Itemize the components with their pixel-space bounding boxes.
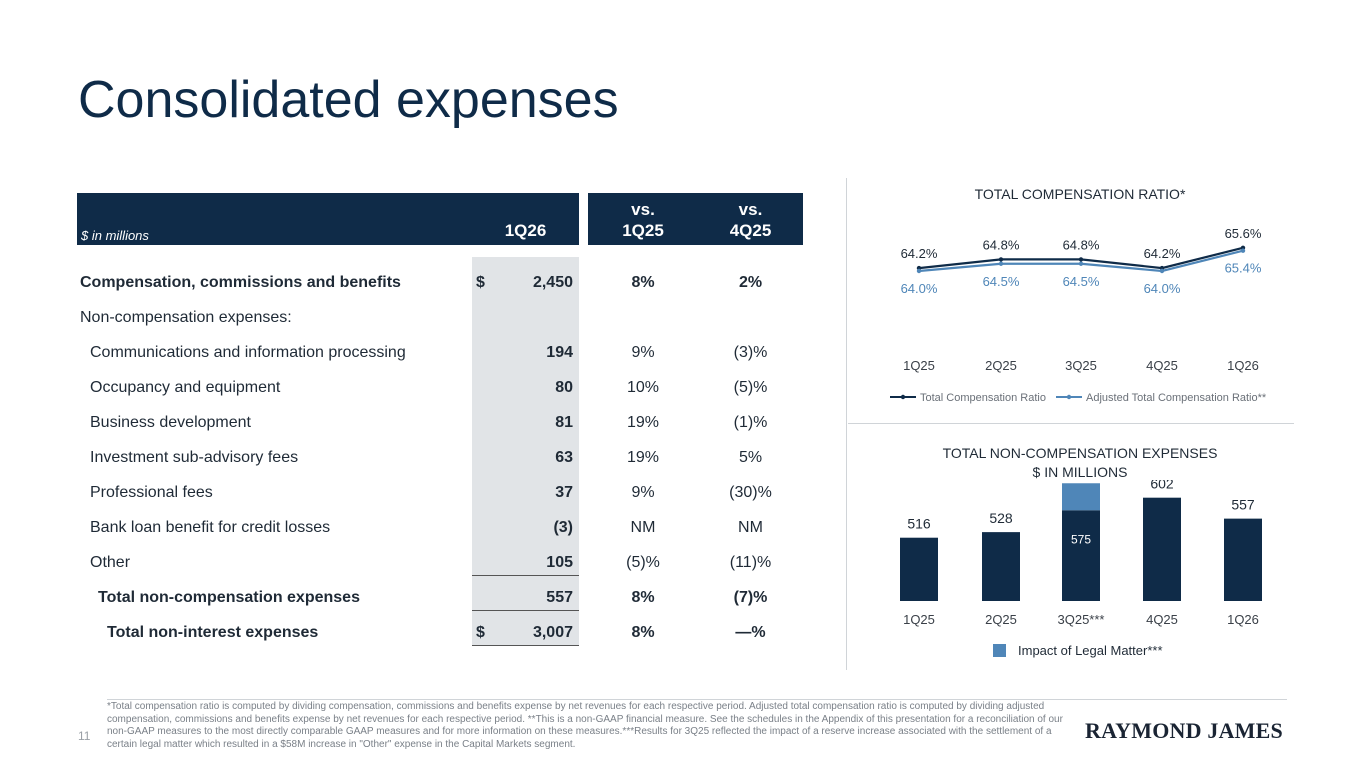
x-tick-label: 1Q26 xyxy=(1227,358,1259,373)
table-row: Occupancy and equipment 80 10% (5)% xyxy=(90,379,768,396)
page-title: Consolidated expenses xyxy=(78,71,619,129)
data-label: 64.2% xyxy=(901,246,938,261)
bar-value-label: 557 xyxy=(1231,497,1255,513)
table-row: Business development 81 19% (1)% xyxy=(90,414,768,431)
subtotal-rule xyxy=(472,610,579,611)
bar-base xyxy=(1062,510,1100,601)
x-tick-label: 3Q25 xyxy=(1065,358,1097,373)
total-rule xyxy=(472,645,579,646)
data-label: 64.8% xyxy=(983,237,1020,252)
bar-base xyxy=(1224,518,1262,601)
data-label: 64.5% xyxy=(983,274,1020,289)
data-label: 65.4% xyxy=(1225,261,1262,276)
legend-label: Adjusted Total Compensation Ratio** xyxy=(1086,392,1267,404)
x-tick-label: 1Q25 xyxy=(903,612,935,627)
data-label: 65.6% xyxy=(1225,226,1262,241)
raymond-james-logo: RAYMOND JAMES xyxy=(1085,718,1283,743)
data-label: 64.5% xyxy=(1063,274,1100,289)
legend-label: Impact of Legal Matter*** xyxy=(1018,643,1163,658)
data-point xyxy=(1240,248,1246,253)
bar-value-label: 602 xyxy=(1150,480,1174,492)
comp-ratio-chart: 64.2% 64.8% 64.8% 64.2% 65.6% 64.0% 64.5% 64.5%… xyxy=(890,226,1267,404)
data-point xyxy=(1078,257,1084,262)
table-row: Professional fees 37 9% (30)% xyxy=(90,484,772,501)
data-point xyxy=(916,268,922,274)
bar-base xyxy=(900,537,938,601)
bar-impact xyxy=(1062,483,1100,511)
x-tick-label: 4Q25 xyxy=(1146,612,1178,627)
table-row: Non-compensation expenses: xyxy=(80,309,292,326)
column-header-vs-1q25: vs. 1Q25 xyxy=(622,200,664,240)
bar-base xyxy=(1143,497,1181,601)
column-header-vs-4q25: vs. 4Q25 xyxy=(729,200,772,240)
legend-marker xyxy=(900,394,906,400)
table-row: Communications and information processin… xyxy=(90,344,768,361)
data-point xyxy=(998,261,1004,266)
data-point xyxy=(998,257,1004,262)
x-tick-label: 4Q25 xyxy=(1146,358,1178,373)
data-point xyxy=(1159,268,1165,274)
data-label: 64.0% xyxy=(1144,281,1181,296)
x-tick-label: 3Q25*** xyxy=(1058,612,1105,627)
vertical-divider xyxy=(846,178,847,670)
table-header: $ in millions 1Q26 vs. 1Q25 vs. 4Q25 xyxy=(77,193,803,245)
x-tick-label: 1Q26 xyxy=(1227,612,1259,627)
table-row: Total non-interest expenses $ 3,007 8% —… xyxy=(107,624,766,641)
comp-ratio-chart-title: TOTAL COMPENSATION RATIO* xyxy=(974,186,1186,202)
data-label: 64.2% xyxy=(1144,246,1181,261)
x-tick-label: 2Q25 xyxy=(985,358,1017,373)
noncomp-chart-title: TOTAL NON-COMPENSATION EXPENSES $ IN MIL… xyxy=(942,445,1218,480)
subtotal-rule xyxy=(472,575,579,576)
page-number: 11 xyxy=(78,729,91,743)
expenses-table: $ in millions 1Q26 vs. 1Q25 vs. 4Q25 Compe… xyxy=(77,193,803,646)
footer-divider xyxy=(107,699,1287,700)
footnote: *Total compensation ratio is computed by… xyxy=(107,701,1063,750)
column-header-1q26: 1Q26 xyxy=(504,221,547,240)
bar-base xyxy=(982,532,1020,601)
noncomp-chart: 5161Q255282Q255756333Q25***6024Q255571Q2… xyxy=(900,480,1262,658)
table-row: Investment sub-advisory fees 63 19% 5% xyxy=(90,449,763,466)
legend-swatch xyxy=(993,644,1006,657)
bar-value-label: 528 xyxy=(989,510,1013,526)
x-tick-label: 1Q25 xyxy=(903,358,935,373)
table-row: Bank loan benefit for credit losses (3) … xyxy=(90,519,763,536)
table-row: Compensation, commissions and benefits $… xyxy=(80,274,763,291)
x-tick-label: 2Q25 xyxy=(985,612,1017,627)
data-label: 64.8% xyxy=(1063,237,1100,252)
legend-label: Total Compensation Ratio xyxy=(920,392,1046,404)
legend-marker xyxy=(1066,394,1072,400)
chart-divider xyxy=(848,423,1294,424)
data-point xyxy=(1078,261,1084,266)
table-row: Total non-compensation expenses 557 8% (… xyxy=(98,589,768,606)
bar-inner-label: 575 xyxy=(1071,532,1091,546)
bar-value-label: 516 xyxy=(907,516,931,532)
data-label: 64.0% xyxy=(901,281,938,296)
units-label: $ in millions xyxy=(81,228,149,243)
table-row: Other 105 (5)% (11)% xyxy=(90,554,772,571)
